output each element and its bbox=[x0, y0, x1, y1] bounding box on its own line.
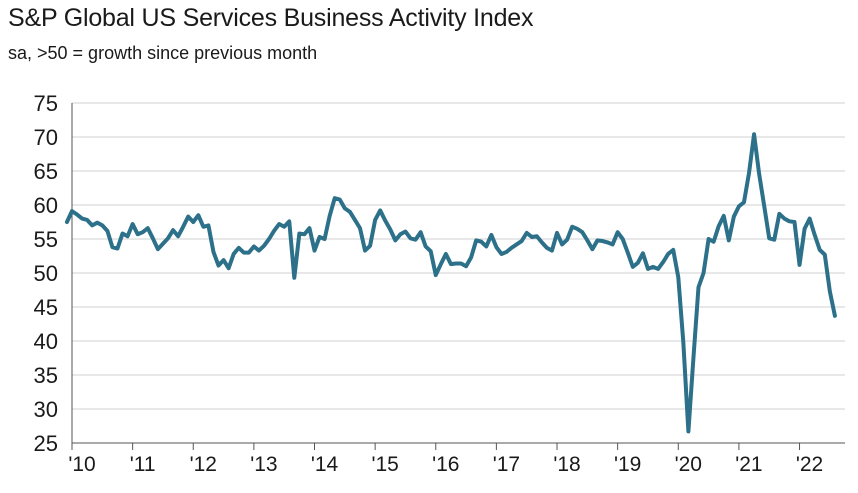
chart-title: S&P Global US Services Business Activity… bbox=[8, 4, 534, 32]
x-tick-label: '22 bbox=[796, 453, 823, 476]
y-tick-label: 75 bbox=[34, 91, 58, 116]
y-tick-label: 70 bbox=[34, 125, 58, 150]
y-tick-label: 40 bbox=[34, 329, 58, 354]
y-tick-label: 50 bbox=[34, 261, 58, 286]
chart-subtitle: sa, >50 = growth since previous month bbox=[8, 43, 318, 63]
x-tick-label: '11 bbox=[130, 453, 156, 476]
y-tick-label: 25 bbox=[34, 431, 58, 456]
y-tick-label: 30 bbox=[34, 397, 58, 422]
y-tick-label: 60 bbox=[34, 193, 58, 218]
x-axis: '10 '11 '12 '13 '14 '15 '16 '17 '18 '19 '20 '21 '22 bbox=[68, 442, 845, 476]
y-tick-label: 35 bbox=[34, 363, 58, 388]
x-tick-label: '19 bbox=[614, 453, 641, 476]
y-tick-label: 45 bbox=[34, 295, 58, 320]
x-tick-label: '12 bbox=[190, 453, 217, 476]
x-tick-label: '17 bbox=[493, 453, 520, 476]
x-tick-label: '14 bbox=[311, 453, 339, 476]
x-tick-label: '15 bbox=[371, 453, 398, 476]
gridlines bbox=[72, 102, 845, 410]
x-tick-label: '13 bbox=[250, 453, 277, 476]
series-layer bbox=[64, 132, 837, 434]
x-tick-label: '20 bbox=[675, 453, 702, 476]
x-tick-label: '10 bbox=[68, 453, 95, 476]
y-tick-label: 65 bbox=[34, 159, 58, 184]
x-tick-label: '16 bbox=[432, 453, 459, 476]
x-tick-label: '18 bbox=[553, 453, 580, 476]
series-line bbox=[64, 132, 837, 434]
y-tick-label: 55 bbox=[34, 227, 58, 252]
y-axis: 25 30 35 40 45 50 55 60 65 70 75 bbox=[34, 91, 73, 456]
x-tick-label: '21 bbox=[735, 453, 762, 476]
